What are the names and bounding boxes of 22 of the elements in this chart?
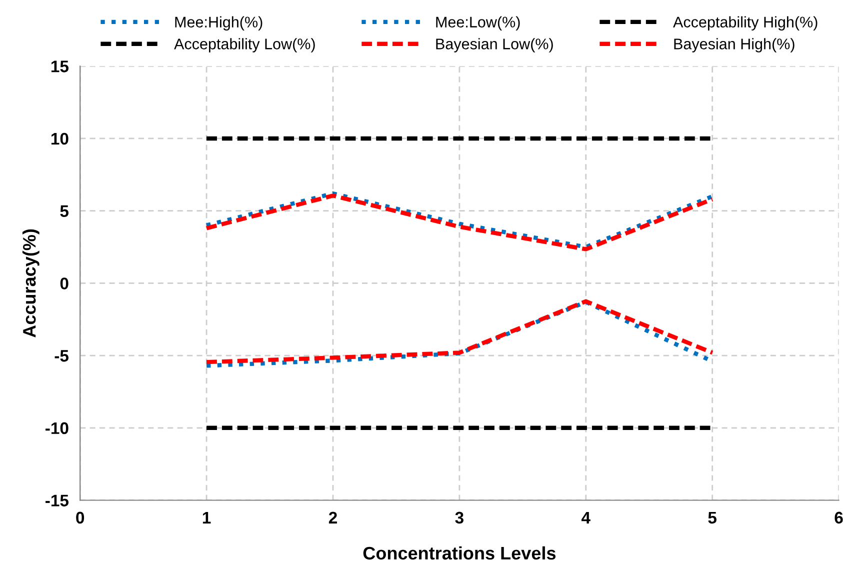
x-tick-label: 1 (202, 512, 211, 524)
legend-label: Bayesian High(%) (674, 38, 794, 52)
y-tick-label: -15 (46, 494, 69, 506)
x-tick-label: 0 (76, 512, 84, 524)
x-tick-label: 6 (834, 512, 843, 524)
y-tick-label: 10 (51, 132, 68, 145)
x-tick-label: 5 (708, 512, 717, 524)
x-tick-label: 4 (582, 512, 590, 524)
x-tick-label: 2 (328, 512, 337, 524)
y-tick-label: 15 (51, 60, 69, 72)
legend-label: Bayesian Low(%) (436, 38, 553, 52)
y-tick-label: 0 (60, 278, 68, 290)
x-tick-label: 3 (455, 512, 464, 524)
y-tick-label: -10 (46, 422, 68, 434)
legend-label: Acceptability High(%) (673, 16, 818, 30)
y-tick-label: 5 (60, 205, 69, 218)
legend-label: Mee:High(%) (175, 16, 262, 30)
legend-label: Mee:Low(%) (436, 16, 520, 30)
x-axis-title: Concentrations Levels (363, 546, 556, 560)
y-axis-title: Accuracy(%) (22, 229, 40, 338)
legend-label: Acceptability Low(%) (174, 38, 315, 52)
y-tick-label: -5 (54, 350, 69, 362)
